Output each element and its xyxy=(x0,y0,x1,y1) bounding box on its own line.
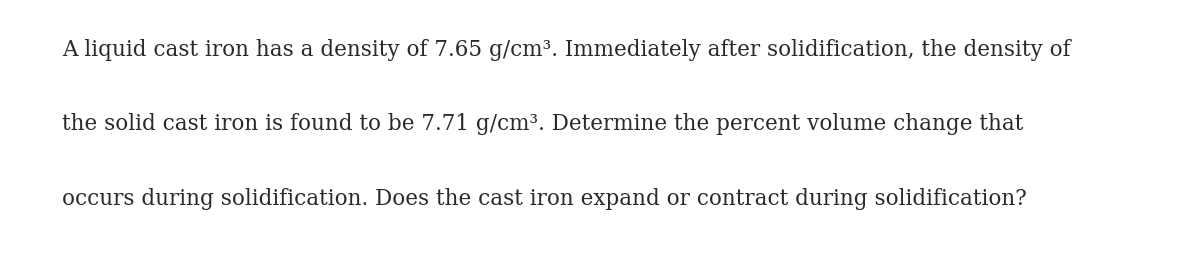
Text: the solid cast iron is found to be 7.71 g/cm³. Determine the percent volume chan: the solid cast iron is found to be 7.71 … xyxy=(62,113,1024,135)
Text: A liquid cast iron has a density of 7.65 g/cm³. Immediately after solidification: A liquid cast iron has a density of 7.65… xyxy=(62,39,1072,61)
Text: occurs during solidification. Does the cast iron expand or contract during solid: occurs during solidification. Does the c… xyxy=(62,188,1027,210)
